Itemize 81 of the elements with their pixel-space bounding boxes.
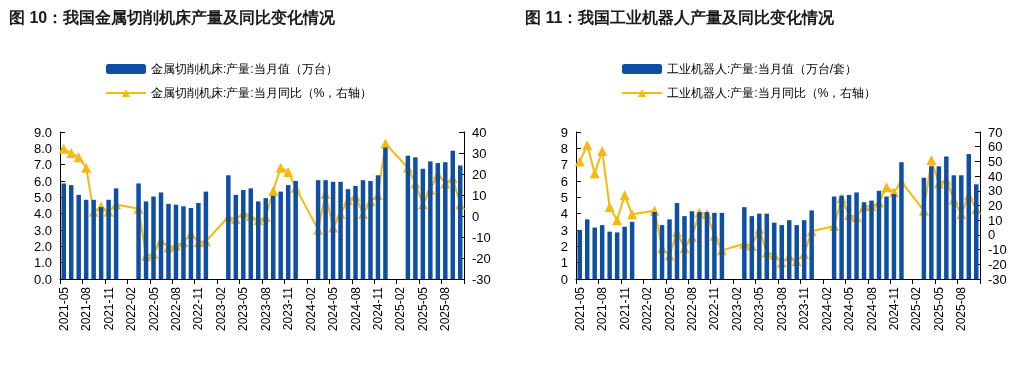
y-tick-label: 4.0 xyxy=(33,206,52,222)
legend-label: 金属切削机床:产量:当月同比（%，右轴） xyxy=(151,86,373,100)
x-tick-label: 2024-05 xyxy=(842,286,857,332)
y2-tick-label: 20 xyxy=(472,166,487,182)
y2-tick-label: 30 xyxy=(472,145,487,161)
x-tick-label: 2024-05 xyxy=(326,286,341,332)
x-tick-label: 2021-05 xyxy=(572,286,587,332)
y-tick-label: 0 xyxy=(560,271,568,287)
y-tick-label: 7.0 xyxy=(33,157,52,173)
y-tick-label: 0.0 xyxy=(33,271,52,287)
legend-label: 工业机器人:产量:当月同比（%，右轴） xyxy=(667,86,877,100)
x-tick-label: 2021-08 xyxy=(595,286,610,332)
x-tick-label: 2023-08 xyxy=(258,286,273,332)
y2-tick-label: 0 xyxy=(472,208,480,224)
y2-tick-label: 40 xyxy=(472,124,487,140)
y2-tick-label: 10 xyxy=(472,187,487,203)
x-tick-label: 2025-05 xyxy=(415,286,430,332)
x-tick-label: 2025-05 xyxy=(931,286,946,332)
y-tick-label: 4 xyxy=(560,206,568,222)
x-tick-label: 2022-05 xyxy=(146,286,161,332)
y2-tick-label: -30 xyxy=(988,271,1007,287)
chart-title: 图 10：我国金属切削机床产量及同比变化情况 xyxy=(9,8,337,26)
x-tick-label: 2023-05 xyxy=(236,286,251,332)
y2-tick-label: 10 xyxy=(988,212,1003,228)
y-tick-label: 5 xyxy=(560,189,568,205)
y-tick-label: 2.0 xyxy=(33,238,52,254)
y-tick-label: 3.0 xyxy=(33,222,52,238)
x-tick-label: 2024-11 xyxy=(886,286,901,331)
x-tick-label: 2021-11 xyxy=(617,286,632,331)
legend-label: 金属切削机床:产量:当月值（万台） xyxy=(151,62,338,76)
x-tick-label: 2024-02 xyxy=(819,286,834,332)
x-tick-label: 2021-11 xyxy=(101,286,116,331)
x-tick-label: 2021-08 xyxy=(79,286,94,332)
y-tick-label: 7 xyxy=(560,157,568,173)
x-tick-label: 2025-08 xyxy=(954,286,969,332)
x-tick-label: 2022-05 xyxy=(662,286,677,332)
x-tick-label: 2023-02 xyxy=(213,286,228,332)
y-tick-label: 8.0 xyxy=(33,140,52,156)
y-tick-label: 9 xyxy=(560,124,568,140)
y-tick-label: 6 xyxy=(560,173,568,189)
y2-tick-label: 60 xyxy=(988,139,1003,155)
y2-tick-label: -30 xyxy=(472,271,491,287)
y-tick-label: 1 xyxy=(560,255,568,271)
chart-title: 图 11：我国工业机器人产量及同比变化情况 xyxy=(525,8,836,26)
x-tick-label: 2021-05 xyxy=(56,286,71,332)
y-tick-label: 6.0 xyxy=(33,173,52,189)
x-tick-label: 2023-05 xyxy=(752,286,767,332)
x-tick-label: 2022-08 xyxy=(684,286,699,332)
legend-label: 工业机器人:产量:当月值（万台/套） xyxy=(667,62,858,76)
x-tick-label: 2022-11 xyxy=(707,286,722,331)
x-tick-label: 2022-02 xyxy=(640,286,655,332)
y2-tick-label: 40 xyxy=(988,168,1003,184)
x-tick-label: 2025-08 xyxy=(438,286,453,332)
y2-tick-label: 30 xyxy=(988,183,1003,199)
x-tick-label: 2024-02 xyxy=(303,286,318,332)
y2-tick-label: -10 xyxy=(988,242,1007,258)
x-tick-label: 2024-08 xyxy=(864,286,879,332)
y-tick-label: 8 xyxy=(560,140,568,156)
x-tick-label: 2023-08 xyxy=(774,286,789,332)
x-tick-label: 2022-02 xyxy=(124,286,139,332)
x-tick-label: 2023-02 xyxy=(729,286,744,332)
y2-tick-label: 20 xyxy=(988,198,1003,213)
y2-tick-label: -20 xyxy=(988,256,1007,272)
x-tick-label: 2022-11 xyxy=(191,286,206,331)
x-tick-label: 2022-08 xyxy=(168,286,183,332)
y2-tick-label: 50 xyxy=(988,153,1003,169)
x-tick-label: 2024-08 xyxy=(348,286,363,332)
y-tick-label: 5.0 xyxy=(33,189,52,205)
y2-tick-label: -10 xyxy=(472,229,491,245)
y2-tick-label: 0 xyxy=(988,227,996,243)
y-tick-label: 9.0 xyxy=(33,124,52,140)
y-tick-label: 1.0 xyxy=(33,255,52,271)
x-tick-label: 2025-02 xyxy=(909,286,924,332)
x-tick-label: 2023-11 xyxy=(281,286,296,331)
x-tick-label: 2024-11 xyxy=(370,286,385,331)
y-tick-label: 2 xyxy=(560,238,568,254)
y2-tick-label: 70 xyxy=(988,124,1003,140)
x-tick-label: 2023-11 xyxy=(797,286,812,331)
x-tick-label: 2025-02 xyxy=(393,286,408,332)
y2-tick-label: -20 xyxy=(472,250,491,266)
y-tick-label: 3 xyxy=(560,222,568,238)
